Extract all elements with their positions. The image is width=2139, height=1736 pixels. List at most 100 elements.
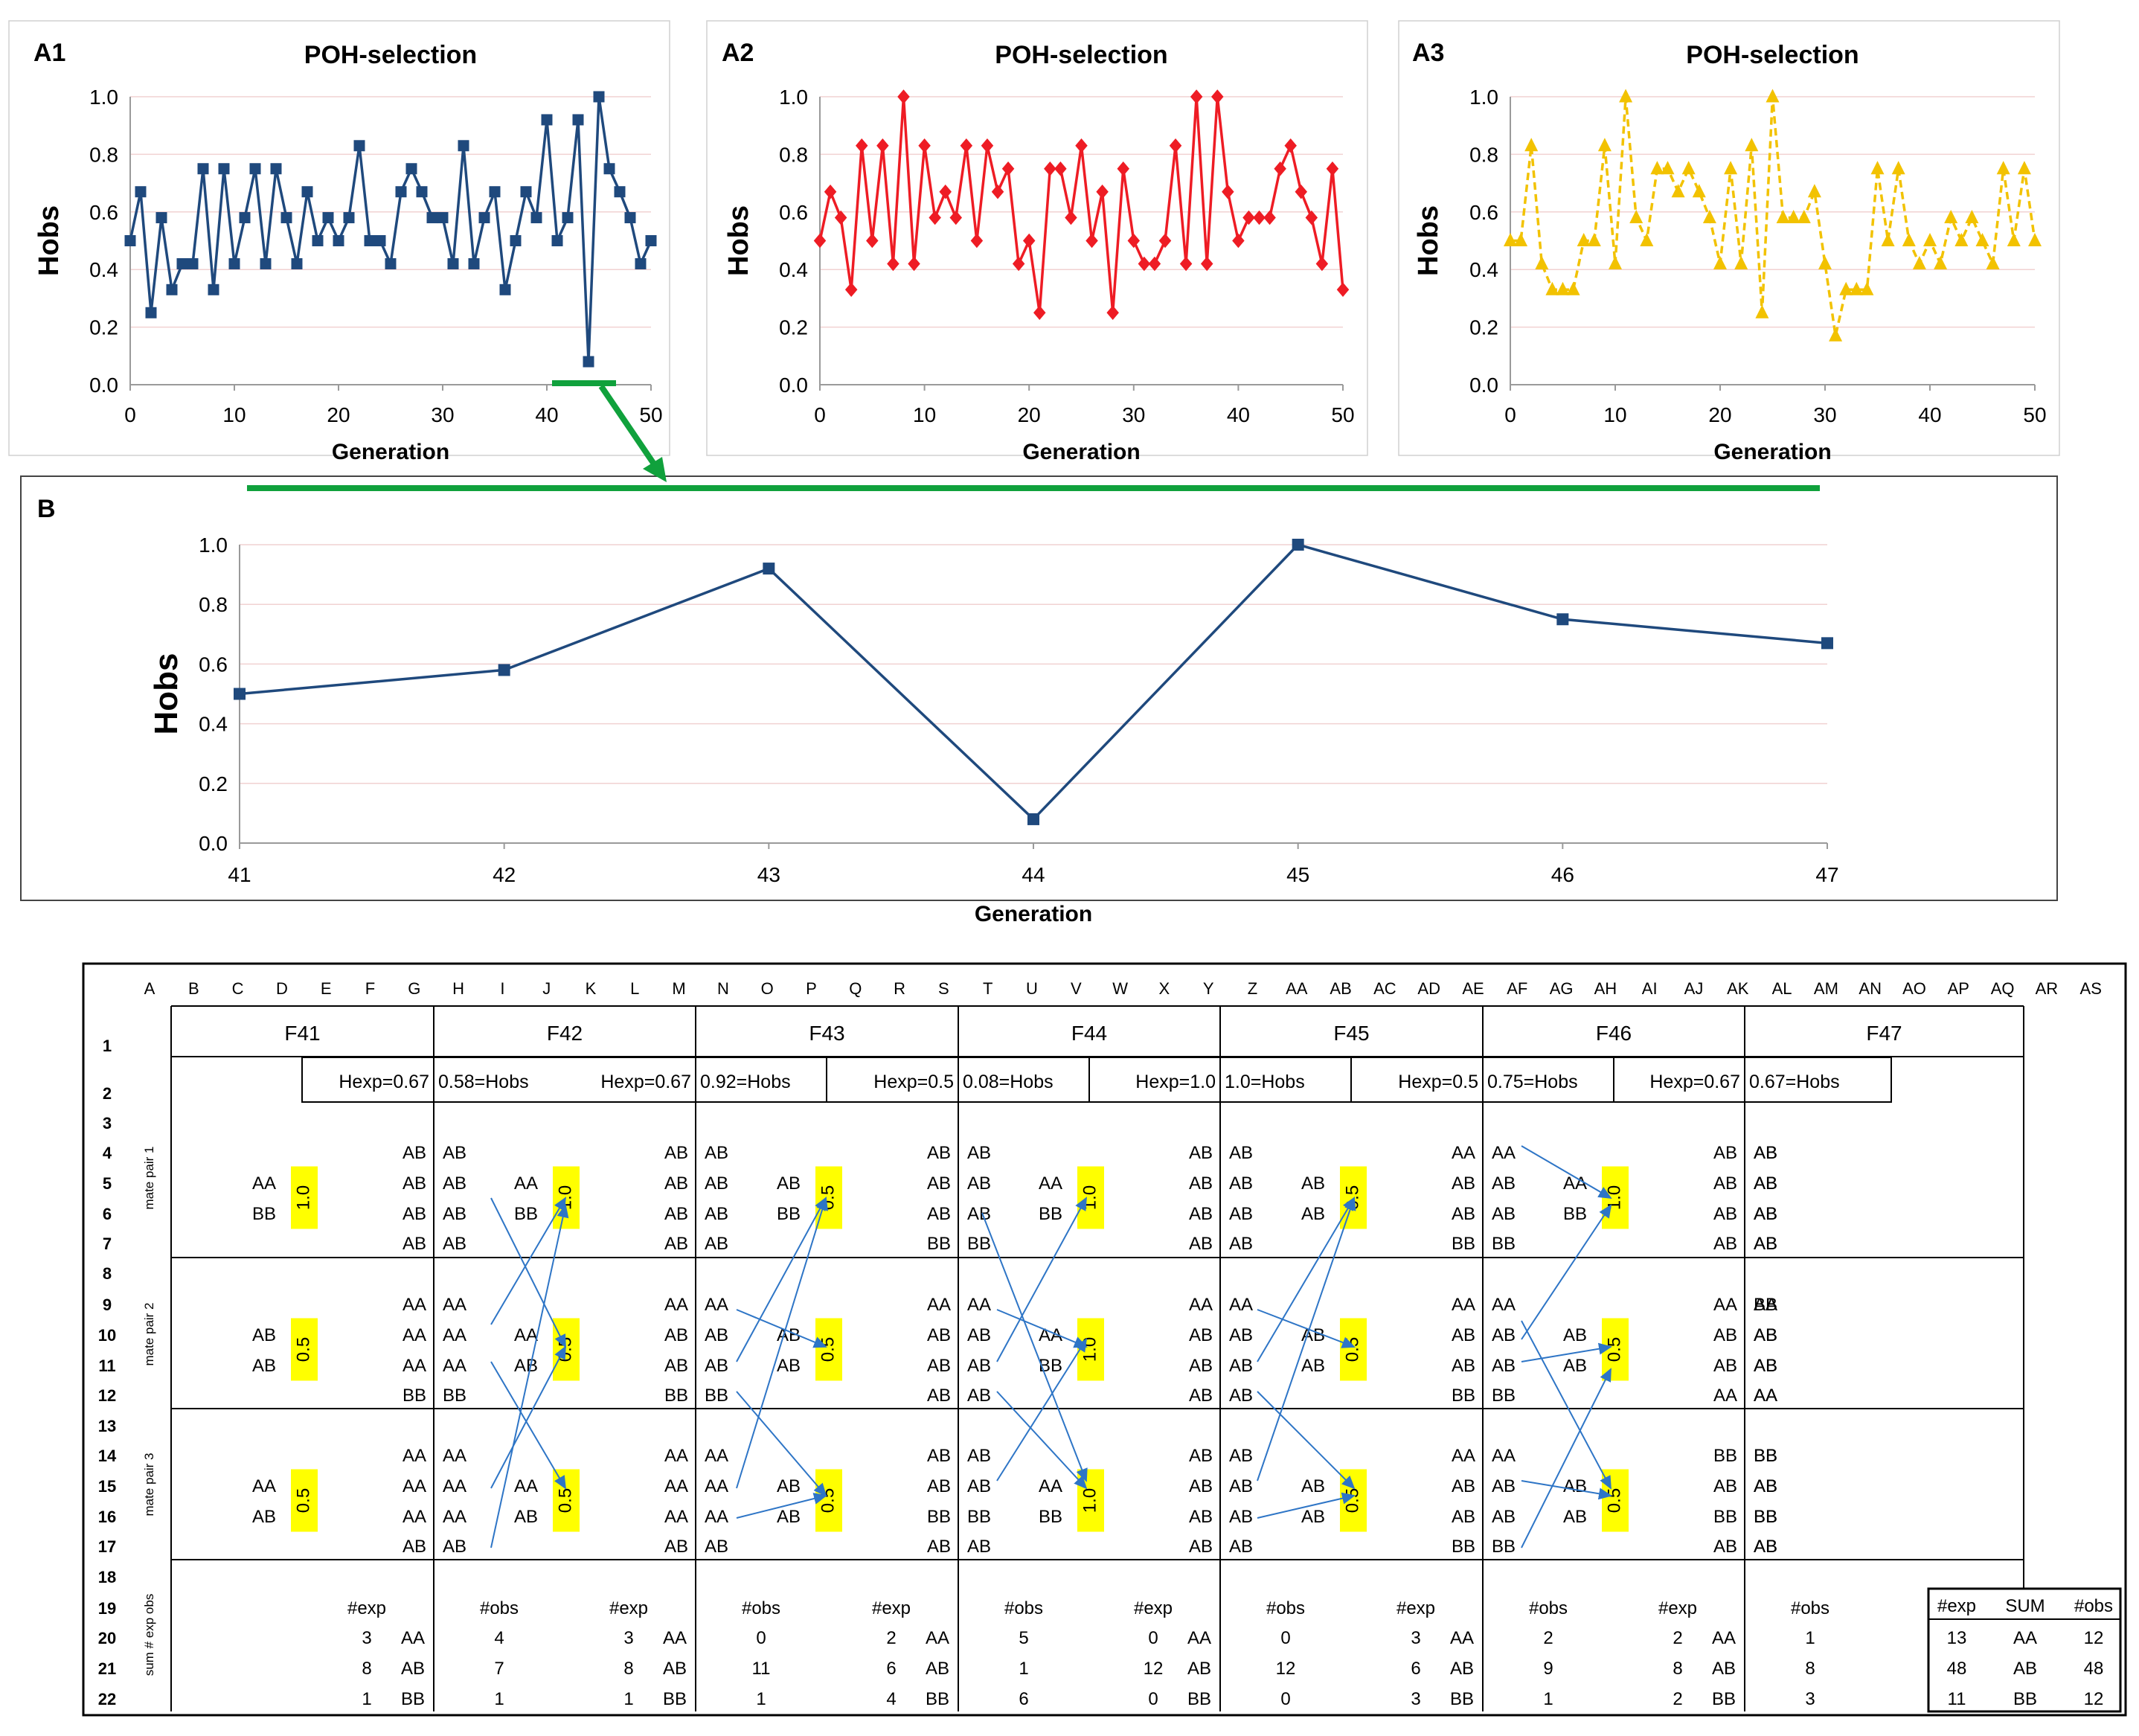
parent-pool-genotype: AA — [443, 1356, 466, 1376]
parent-pool-genotype: AA — [443, 1325, 466, 1345]
x-tick-label: 10 — [222, 403, 246, 426]
column-letter: D — [276, 979, 288, 998]
data-point — [562, 212, 574, 224]
y-tick-label: 0.0 — [1469, 374, 1498, 397]
column-letter: AB — [1330, 979, 1351, 998]
parent-pool-genotype: AB — [705, 1143, 728, 1163]
parent-pool-genotype: AB — [1229, 1173, 1253, 1194]
column-letter: AN — [1859, 979, 1882, 998]
offspring-genotype: AA — [664, 1507, 688, 1527]
data-point — [1829, 327, 1843, 342]
summary-header: #obs — [2074, 1596, 2113, 1616]
data-point — [234, 688, 246, 700]
offspring-genotype: AB — [1452, 1325, 1475, 1345]
parent-genotype: BB — [252, 1204, 276, 1224]
column-letter: AD — [1417, 979, 1440, 998]
parent-pool-genotype: AB — [967, 1325, 991, 1345]
data-point — [918, 138, 931, 153]
row-number: 5 — [103, 1174, 112, 1193]
hexp-box-value: 0.5 — [1342, 1337, 1362, 1362]
y-tick-label: 0.4 — [89, 258, 118, 281]
data-point — [1295, 184, 1308, 199]
data-point — [364, 235, 376, 246]
data-point — [520, 186, 532, 198]
data-point — [1001, 161, 1015, 176]
data-point — [572, 114, 584, 126]
parent-pool-genotype: AA — [443, 1446, 466, 1466]
sum-exp-value: 3 — [362, 1628, 371, 1648]
data-point — [981, 138, 994, 153]
parent-pool-genotype: AA — [967, 1295, 991, 1315]
obs-header: #obs — [742, 1598, 780, 1618]
offspring-genotype: AB — [927, 1173, 951, 1194]
row-number: 18 — [98, 1568, 116, 1586]
offspring-genotype: BB — [927, 1234, 951, 1254]
chart-A1: 0.0 0.2 0.4 0.6 0.8 1.0 0 10 20 30 40 50 POH-selecti… — [8, 20, 670, 464]
sum-exp-value: 4 — [886, 1689, 896, 1709]
data-point — [1190, 89, 1203, 104]
sum-exp-value: 3 — [1411, 1689, 1420, 1709]
column-letter: AK — [1727, 979, 1749, 998]
y-tick-label: 1.0 — [199, 534, 228, 557]
parent-pool-genotype: AB — [967, 1143, 991, 1163]
sum-exp-value: 8 — [1673, 1659, 1682, 1679]
genotype-label: BB — [1450, 1689, 1474, 1709]
data-point — [510, 235, 522, 246]
mating-arrow — [736, 1309, 827, 1348]
parent-pool-genotype: AA — [705, 1507, 728, 1527]
mating-arrow — [996, 1391, 1088, 1490]
offspring-genotype: AB — [1452, 1356, 1475, 1376]
zoom-arrow-shaft — [598, 384, 659, 470]
parent-pool-genotype: BB — [1492, 1234, 1516, 1254]
data-point — [1944, 210, 1958, 224]
hexp-box-value: 1.0 — [1604, 1185, 1624, 1210]
y-tick-label: 0.0 — [89, 374, 118, 397]
f47-genotype: AB — [1754, 1325, 1777, 1345]
sum-obs-value: 7 — [494, 1659, 504, 1679]
offspring-genotype: BB — [1713, 1507, 1737, 1527]
mating-arrow — [736, 1197, 828, 1489]
data-point — [1292, 539, 1304, 551]
parent-pool-genotype: AA — [1492, 1295, 1516, 1315]
data-point — [1839, 281, 1853, 295]
offspring-genotype: AB — [1713, 1143, 1737, 1163]
column-letter: C — [232, 979, 244, 998]
chart-title: POH-selection — [1686, 41, 1859, 69]
column-letter: R — [894, 979, 905, 998]
data-point — [270, 163, 282, 175]
data-point — [343, 212, 355, 224]
data-point — [1786, 210, 1800, 224]
parent-pool-genotype: AB — [1229, 1356, 1253, 1376]
data-point — [1242, 210, 1255, 225]
data-point — [374, 235, 386, 246]
sum-exp-value: 2 — [886, 1628, 896, 1648]
parent-pool-genotype: BB — [443, 1386, 466, 1406]
row-number: 19 — [98, 1599, 116, 1618]
x-tick-label: 43 — [757, 863, 780, 886]
mating-arrow — [490, 1345, 566, 1489]
hobs-value: 0.92=Hobs — [700, 1072, 791, 1092]
data-point — [1692, 184, 1706, 198]
data-point — [1117, 161, 1129, 176]
section-label: sum # exp obs — [142, 1594, 156, 1676]
mating-arrow — [490, 1197, 566, 1348]
parent-pool-genotype: AB — [443, 1234, 466, 1254]
column-letter: AJ — [1684, 979, 1704, 998]
offspring-genotype: AA — [403, 1507, 426, 1527]
hexp-box-value: 0.5 — [1604, 1337, 1624, 1362]
data-point — [1033, 305, 1046, 320]
data-point — [991, 184, 1004, 199]
y-tick-label: 0.8 — [89, 143, 118, 166]
parent-genotype: AA — [1039, 1173, 1062, 1194]
parent-pool-genotype: BB — [705, 1386, 728, 1406]
parent-pool-genotype: AA — [1229, 1295, 1253, 1315]
offspring-genotype: BB — [403, 1386, 426, 1406]
exp-header: #exp — [347, 1598, 386, 1618]
parent-pool-genotype: BB — [1754, 1507, 1777, 1527]
hobs-value: 0.75=Hobs — [1487, 1072, 1578, 1092]
genotype-label: AA — [1187, 1628, 1211, 1648]
data-point — [218, 163, 230, 175]
panel-label: B — [37, 495, 56, 523]
offspring-genotype: AB — [1713, 1325, 1737, 1345]
data-point — [887, 256, 899, 272]
